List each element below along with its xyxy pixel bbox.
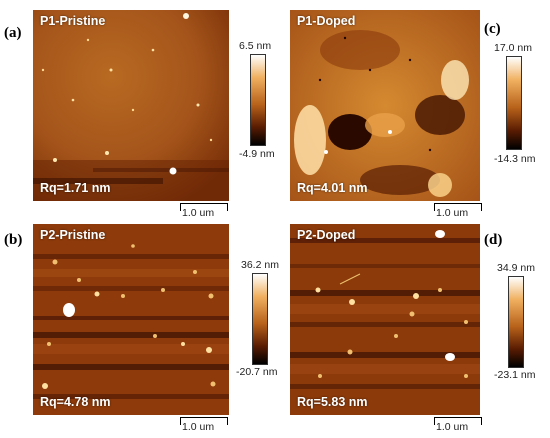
- colorbar-max-p1-pristine: 6.5 nm: [239, 40, 272, 52]
- afm-image-p1-doped: P1-Doped Rq=4.01 nm: [290, 10, 480, 201]
- panel-title-p1-doped: P1-Doped: [297, 14, 356, 28]
- colorbar-min-p2-pristine: -20.7 nm: [236, 366, 278, 378]
- afm-image-p2-pristine: P2-Pristine Rq=4.78 nm: [33, 224, 229, 415]
- afm-topography-p2-doped: [290, 224, 480, 415]
- roughness-label-p1-doped: Rq=4.01 nm: [297, 181, 368, 195]
- panel-letter-d: (d): [484, 232, 503, 248]
- afm-topography-p2-pristine: [33, 224, 229, 415]
- scale-bar-p2-pristine: [180, 417, 228, 425]
- colorbar-max-p2-pristine: 36.2 nm: [241, 259, 279, 271]
- colorbar-p1-pristine: [250, 54, 266, 146]
- roughness-label-p2-doped: Rq=5.83 nm: [297, 395, 368, 409]
- panel-letter-c: (c): [484, 21, 501, 37]
- colorbar-p2-pristine: [252, 273, 268, 365]
- scale-label-p2-pristine: 1.0 um: [182, 421, 215, 433]
- afm-topography-p1-doped: [290, 10, 480, 201]
- afm-image-p1-pristine: P1-Pristine Rq=1.71 nm: [33, 10, 229, 201]
- afm-topography-p1-pristine: [33, 10, 229, 201]
- panel-title-p1-pristine: P1-Pristine: [40, 14, 106, 28]
- colorbar-p1-doped: [506, 56, 522, 150]
- colorbar-min-p1-doped: -14.3 nm: [494, 153, 536, 165]
- panel-letter-b: (b): [4, 232, 23, 248]
- colorbar-max-p2-doped: 34.9 nm: [497, 262, 535, 274]
- scale-label-p1-pristine: 1.0 um: [182, 207, 215, 219]
- roughness-label-p1-pristine: Rq=1.71 nm: [40, 181, 111, 195]
- scale-label-p1-doped: 1.0 um: [436, 207, 469, 219]
- scale-bar-p1-doped: [434, 203, 482, 211]
- afm-image-p2-doped: P2-Doped Rq=5.83 nm: [290, 224, 480, 415]
- scale-label-p2-doped: 1.0 um: [436, 421, 469, 433]
- roughness-label-p2-pristine: Rq=4.78 nm: [40, 395, 111, 409]
- panel-title-p2-pristine: P2-Pristine: [40, 228, 106, 242]
- colorbar-min-p1-pristine: -4.9 nm: [239, 148, 275, 160]
- scale-bar-p1-pristine: [180, 203, 228, 211]
- panel-title-p2-doped: P2-Doped: [297, 228, 356, 242]
- colorbar-min-p2-doped: -23.1 nm: [494, 369, 536, 381]
- colorbar-max-p1-doped: 17.0 nm: [494, 42, 532, 54]
- panel-letter-a: (a): [4, 25, 22, 41]
- scale-bar-p2-doped: [434, 417, 482, 425]
- colorbar-p2-doped: [508, 276, 524, 368]
